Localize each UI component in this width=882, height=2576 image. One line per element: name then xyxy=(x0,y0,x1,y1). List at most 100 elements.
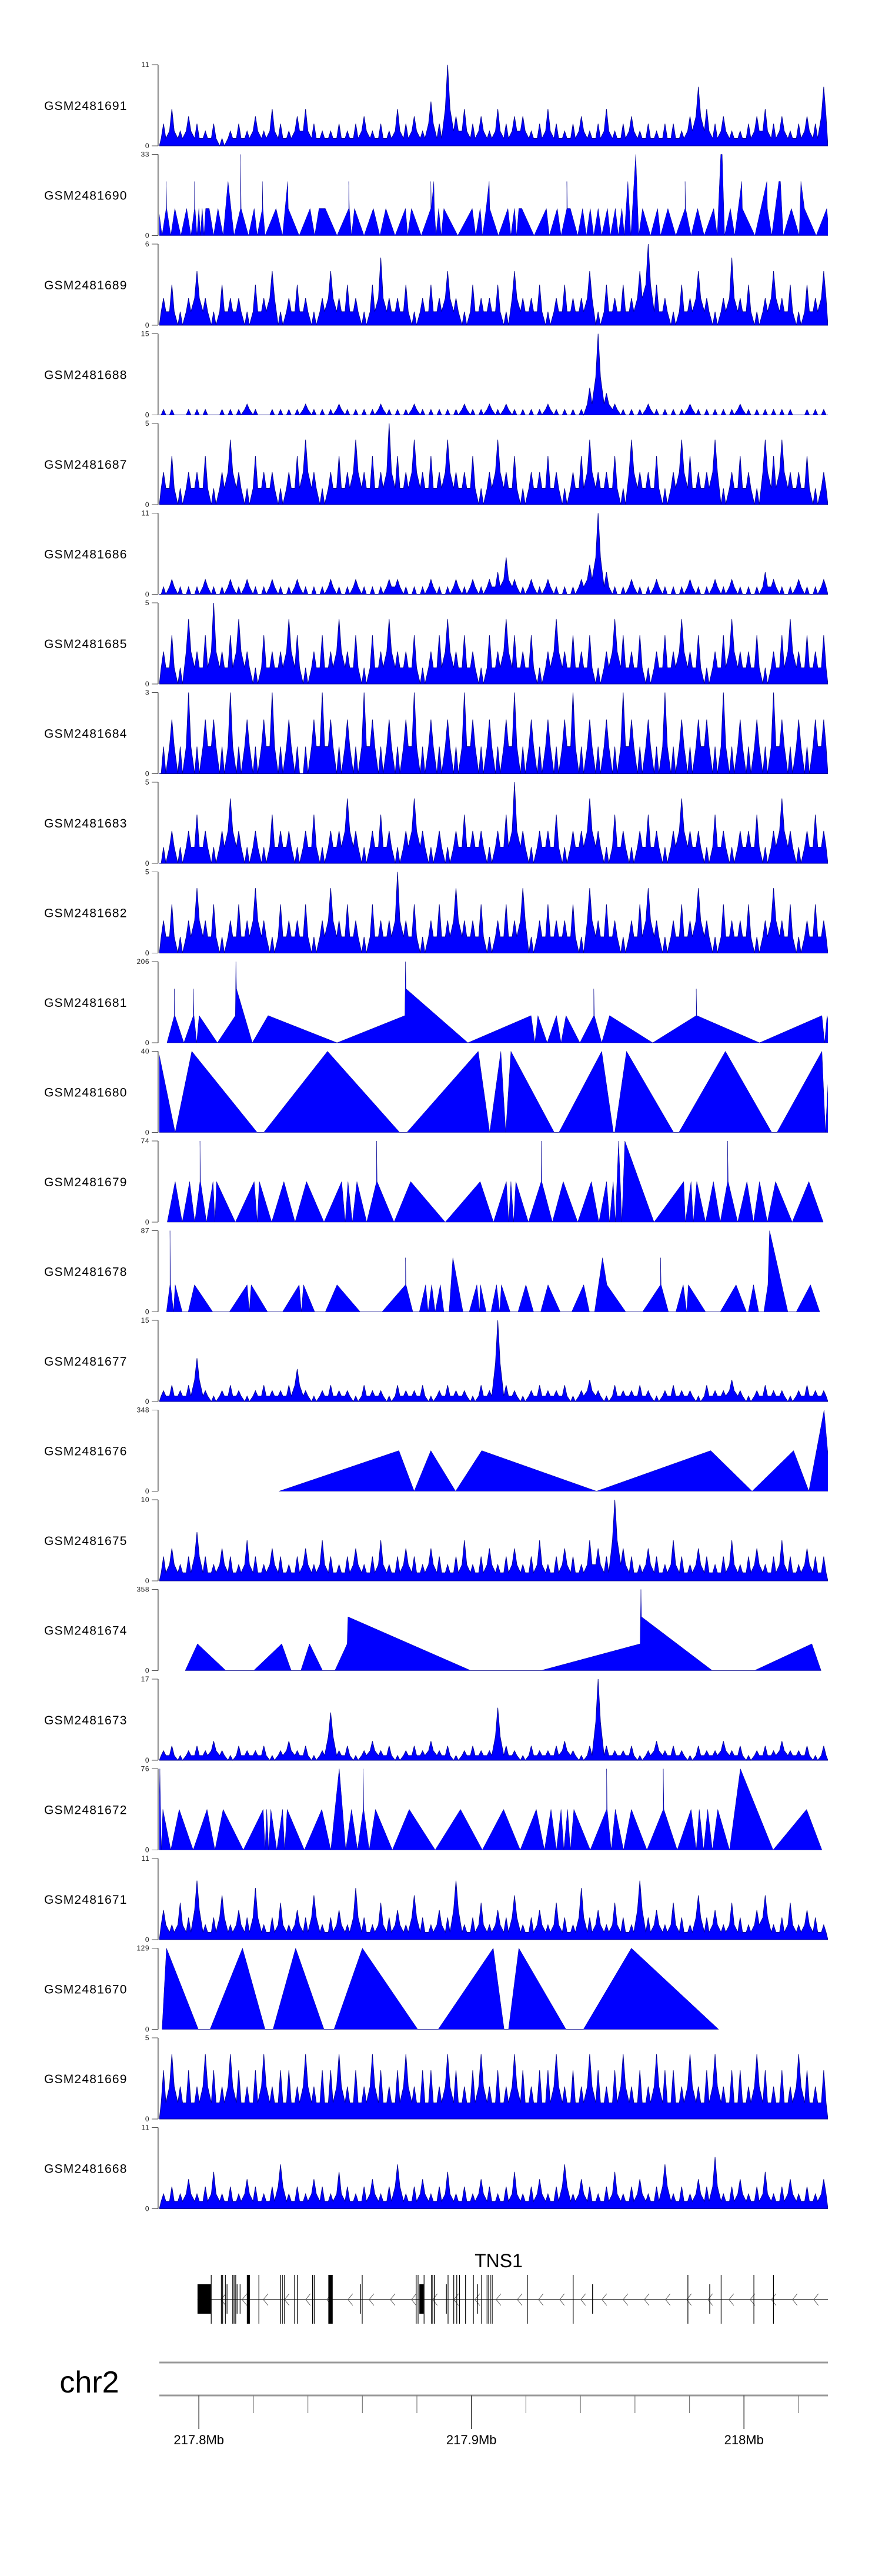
y-axis-zero-label: 0 xyxy=(145,1308,149,1316)
signal-area xyxy=(159,243,828,326)
gene-exon xyxy=(432,2275,433,2324)
strand-arrow-icon xyxy=(750,2293,756,2306)
gene-exon xyxy=(328,2275,333,2324)
track-label: GSM2481671 xyxy=(44,1893,128,1907)
strand-arrow-icon xyxy=(517,2293,523,2306)
track-GSM2481682: GSM2481682 5 0 xyxy=(44,868,828,957)
signal-area xyxy=(159,513,828,595)
y-axis-max-label: 87 xyxy=(141,1227,149,1235)
strand-arrow-icon xyxy=(707,2293,713,2306)
gene-exon xyxy=(687,2275,689,2324)
gene-exon xyxy=(431,2275,432,2324)
signal-area xyxy=(159,333,828,416)
track-label: GSM2481679 xyxy=(44,1176,128,1189)
signal-area xyxy=(159,1320,828,1402)
track-label: GSM2481668 xyxy=(44,2163,128,2176)
y-axis-zero-label: 0 xyxy=(145,1756,149,1764)
y-axis-max-label: 6 xyxy=(145,240,149,248)
track-GSM2481684: GSM2481684 3 0 xyxy=(44,689,828,778)
gene-exon xyxy=(211,2275,212,2324)
track-label: GSM2481678 xyxy=(44,1266,128,1279)
y-axis-zero-label: 0 xyxy=(145,411,149,419)
signal-area xyxy=(167,1140,824,1223)
y-axis-max-label: 15 xyxy=(141,330,149,338)
y-axis-max-label: 3 xyxy=(145,689,149,697)
gene-exon xyxy=(232,2275,233,2324)
y-axis-zero-label: 0 xyxy=(145,1936,149,1944)
y-axis-zero-label: 0 xyxy=(145,2026,149,2034)
gene-exon xyxy=(446,2284,447,2314)
track-label: GSM2481691 xyxy=(44,99,128,113)
gene-exon xyxy=(225,2275,226,2324)
signal-area xyxy=(162,1947,719,2030)
strand-arrow-icon xyxy=(813,2293,819,2306)
track-label: GSM2481676 xyxy=(44,1445,128,1459)
signal-area xyxy=(159,1880,828,1940)
strand-arrow-icon xyxy=(348,2293,353,2306)
y-axis-max-label: 206 xyxy=(136,957,149,966)
track-label: GSM2481682 xyxy=(44,907,128,920)
y-axis-zero-label: 0 xyxy=(145,142,149,150)
signal-area xyxy=(159,154,828,236)
gene-exon xyxy=(313,2275,315,2324)
gene-exon xyxy=(473,2275,474,2324)
y-axis-max-label: 33 xyxy=(141,151,149,159)
y-axis-max-label: 11 xyxy=(142,2124,149,2132)
y-axis-zero-label: 0 xyxy=(145,2115,149,2123)
y-axis-zero-label: 0 xyxy=(145,1129,149,1137)
gene-exon xyxy=(465,2275,466,2324)
strand-arrow-icon xyxy=(559,2293,565,2306)
gene-exon xyxy=(453,2275,455,2324)
y-axis-max-label: 76 xyxy=(141,1765,149,1773)
gene-exon xyxy=(360,2284,361,2314)
track-label: GSM2481672 xyxy=(44,1804,128,1817)
y-axis-max-label: 10 xyxy=(141,1496,149,1504)
gene-exon xyxy=(709,2284,710,2314)
strand-arrow-icon xyxy=(771,2293,777,2306)
y-axis-zero-label: 0 xyxy=(145,1846,149,1854)
gene-exon xyxy=(423,2275,425,2324)
track-GSM2481691: GSM2481691 11 0 xyxy=(44,61,828,150)
track-GSM2481668: GSM2481668 11 0 xyxy=(44,2124,828,2213)
strand-arrow-icon xyxy=(305,2293,311,2306)
gene-exon xyxy=(312,2275,313,2324)
gene-track: TNS1 xyxy=(197,2250,828,2324)
track-GSM2481681: GSM2481681 206 0 xyxy=(44,957,828,1047)
y-axis-max-label: 5 xyxy=(145,419,149,428)
gene-exon xyxy=(456,2275,457,2324)
signal-area xyxy=(166,961,828,1043)
y-axis-zero-label: 0 xyxy=(145,680,149,688)
signal-area xyxy=(159,423,828,505)
gene-exon xyxy=(592,2284,593,2314)
gene-exon xyxy=(226,2284,228,2314)
signal-area xyxy=(159,1679,828,1761)
y-axis-max-label: 11 xyxy=(142,509,149,518)
gene-exon xyxy=(417,2275,419,2324)
track-GSM2481683: GSM2481683 5 0 xyxy=(44,778,828,867)
axis-tick-label: 217.8Mb xyxy=(173,2432,224,2447)
track-label: GSM2481681 xyxy=(44,996,128,1010)
signal-area xyxy=(159,2157,828,2209)
signal-area xyxy=(159,782,828,864)
y-axis-zero-label: 0 xyxy=(145,1667,149,1675)
track-label: GSM2481687 xyxy=(44,458,128,472)
gene-exon xyxy=(492,2275,493,2324)
y-axis-max-label: 74 xyxy=(141,1137,149,1145)
gene-exon xyxy=(236,2284,238,2314)
track-GSM2481674: GSM2481674 358 0 xyxy=(44,1586,821,1675)
strand-arrow-icon xyxy=(369,2293,375,2306)
track-GSM2481686: GSM2481686 11 0 xyxy=(44,509,828,599)
track-label: GSM2481677 xyxy=(44,1355,128,1369)
y-axis-max-label: 15 xyxy=(141,1316,149,1324)
y-axis-zero-label: 0 xyxy=(145,590,149,599)
track-label: GSM2481680 xyxy=(44,1086,128,1100)
y-axis-max-label: 11 xyxy=(142,1854,149,1863)
track-GSM2481689: GSM2481689 6 0 xyxy=(44,240,828,329)
signal-area xyxy=(185,1589,821,1671)
y-axis-zero-label: 0 xyxy=(145,770,149,778)
track-label: GSM2481686 xyxy=(44,548,128,562)
track-label: GSM2481685 xyxy=(44,638,128,651)
strand-arrow-icon xyxy=(686,2293,692,2306)
signal-area xyxy=(159,1499,828,1581)
